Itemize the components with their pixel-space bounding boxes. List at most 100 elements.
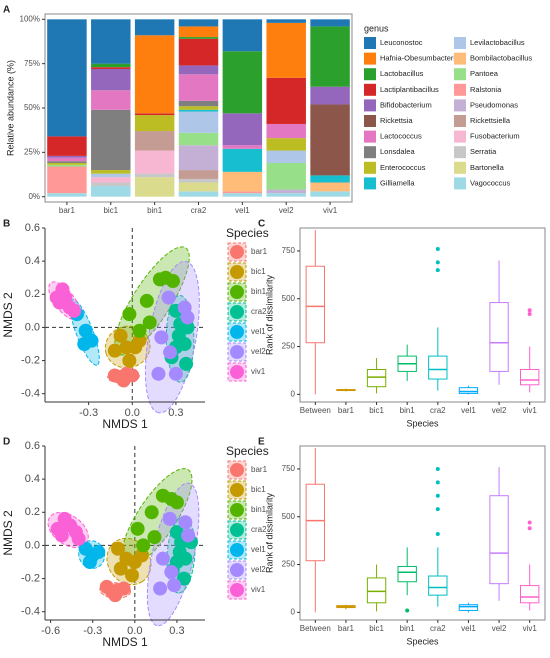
legend-label: Rickettsia	[380, 116, 413, 125]
point	[142, 315, 157, 330]
bar-segment	[222, 193, 263, 197]
legend-label: Serratia	[470, 147, 497, 156]
bar-segment	[178, 74, 219, 101]
y-tick-label: 0	[291, 607, 296, 616]
legend-swatch	[364, 146, 376, 159]
point	[162, 511, 177, 526]
legend-swatch	[364, 177, 376, 190]
point	[167, 578, 182, 593]
x-tick-label: bic1	[103, 206, 118, 215]
point	[108, 588, 123, 603]
bar-segment	[222, 171, 263, 192]
x-tick-label: cra2	[430, 406, 446, 415]
panel-letter: C	[258, 219, 265, 230]
bar-segment	[222, 145, 263, 149]
point	[107, 343, 122, 358]
y-axis-title: NMDS 2	[1, 510, 15, 556]
legend-label: bin1	[251, 505, 267, 514]
legend-swatch	[364, 115, 376, 127]
legend-swatch	[454, 37, 466, 49]
legend-label: Ralstonia	[470, 85, 502, 94]
x-axis-title: NMDS 1	[102, 417, 148, 431]
bar-segment	[47, 193, 87, 197]
x-tick-label: vel1	[235, 206, 250, 215]
bar-segment	[91, 170, 131, 174]
y-tick-label: 0%	[28, 192, 40, 201]
legend-swatch	[454, 68, 466, 81]
point	[130, 521, 145, 536]
legend-label: Lactobacillus	[380, 69, 424, 78]
legend-swatch	[454, 99, 466, 112]
point	[116, 373, 131, 388]
outlier	[527, 520, 532, 525]
legend-label: Levilactobacillus	[470, 38, 525, 47]
point	[77, 337, 92, 351]
bar-segment	[178, 38, 219, 66]
box	[428, 355, 448, 380]
point	[136, 538, 151, 553]
legend-swatch	[364, 83, 376, 96]
bar-segment	[47, 162, 87, 165]
outlier	[435, 531, 440, 536]
y-tick-label: 100%	[20, 14, 40, 23]
outlier	[435, 268, 440, 273]
bar-segment	[222, 51, 263, 114]
bar-segment	[47, 155, 87, 158]
point	[132, 333, 147, 348]
y-tick-label: 0	[291, 389, 296, 398]
point	[91, 545, 106, 560]
point	[151, 366, 166, 381]
bar-segment	[134, 113, 175, 116]
legend-label: Bifidobacterium	[380, 100, 432, 109]
box	[428, 575, 448, 596]
bar-segment	[134, 150, 175, 174]
legend-label: Lactococcus	[380, 132, 422, 141]
point	[122, 307, 137, 322]
legend-label: viv1	[251, 367, 266, 376]
y-tick-label: 250	[282, 560, 296, 569]
x-tick-label: vel2	[492, 624, 507, 633]
legend-swatch	[454, 130, 466, 143]
point	[178, 551, 193, 566]
legend-dot	[230, 245, 244, 259]
legend-label: vel2	[251, 565, 266, 574]
point	[125, 568, 140, 583]
bar-segment	[178, 111, 219, 133]
panel-letter: D	[3, 437, 10, 448]
legend-dot	[230, 325, 244, 339]
legend-label: Bartonella	[470, 163, 505, 172]
y-tick-label: -0.4	[21, 388, 40, 400]
y-tick-label: -0.2	[21, 354, 40, 366]
legend-label: bar1	[251, 465, 268, 474]
outlier	[435, 493, 440, 498]
y-axis-title: NMDS 2	[1, 292, 15, 338]
y-tick-label: 0.2	[25, 288, 40, 300]
legend-dot	[230, 285, 244, 299]
x-tick-label: bic1	[369, 624, 384, 633]
point	[161, 290, 176, 305]
point	[166, 274, 180, 289]
x-tick-label: viv1	[523, 406, 538, 415]
legend-label: Fusobacterium	[470, 132, 520, 141]
x-tick-label: bar1	[338, 624, 355, 633]
legend-label: vel1	[251, 327, 266, 336]
x-tick-label: 0.3	[169, 625, 184, 637]
box	[458, 387, 479, 394]
point	[179, 356, 194, 371]
point	[139, 293, 154, 308]
bar-segment	[91, 186, 131, 197]
legend-label: Bombilactobacillus	[470, 54, 532, 63]
bar-segment	[47, 157, 87, 162]
legend-label: Hafnia-Obesumbacterium	[380, 54, 465, 63]
bar-segment	[178, 19, 219, 27]
bar-segment	[134, 177, 175, 197]
bar-segment	[178, 26, 219, 38]
legend-label: Rickettsiella	[470, 116, 511, 125]
bar-segment	[266, 123, 306, 139]
legend-dot	[230, 305, 244, 319]
bar-segment	[91, 68, 131, 91]
point	[110, 541, 125, 556]
y-axis-title: Rank of dissimilarity	[264, 274, 274, 355]
legend-label: Lonsdalea	[380, 147, 415, 156]
